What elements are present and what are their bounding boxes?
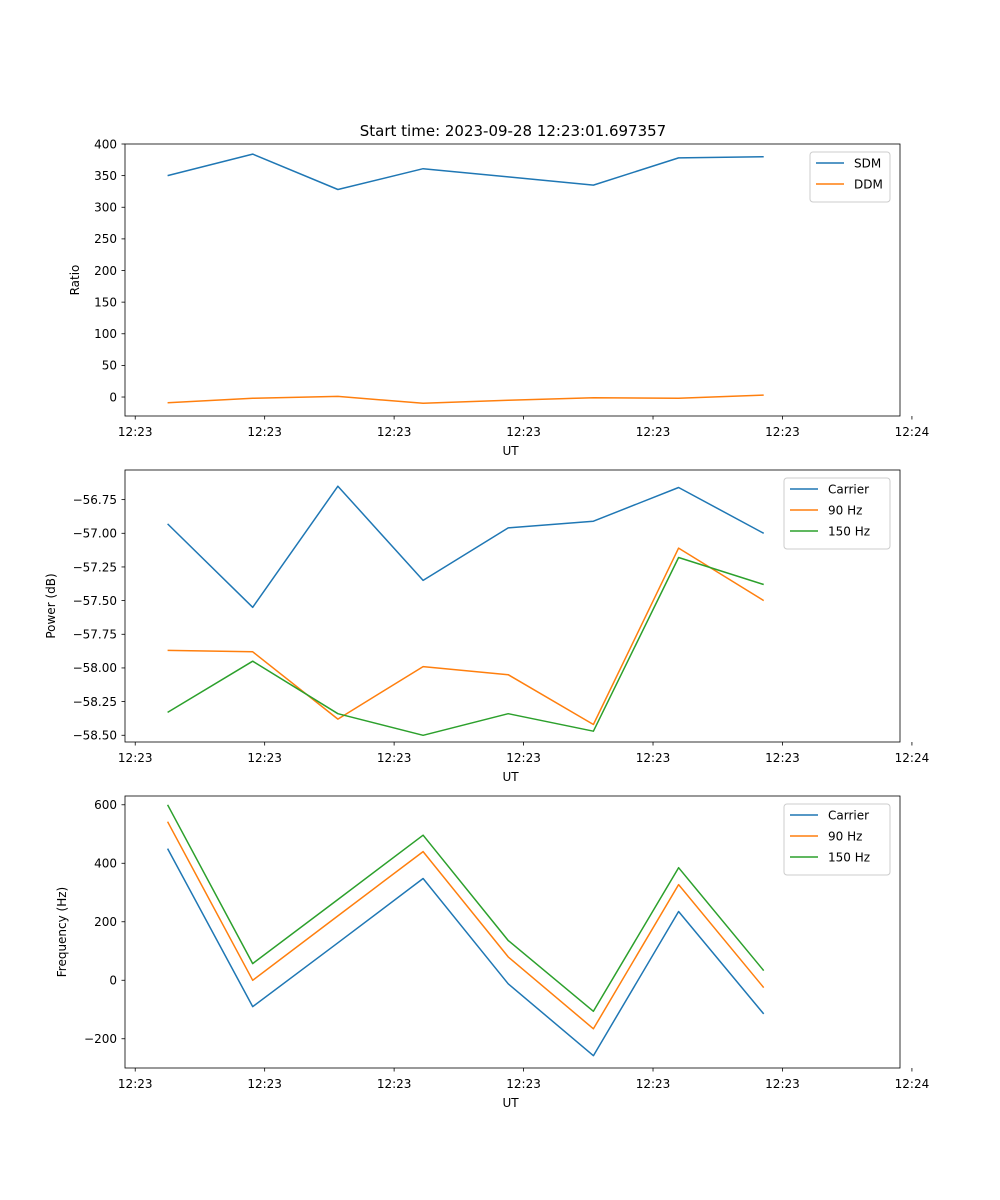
ratio-x-tick-label: 12:23 — [247, 425, 282, 439]
ratio-series-ddm-line — [167, 394, 764, 405]
ratio-y-tick-label: 0 — [109, 390, 117, 404]
frequency-series-90-hz-line — [166, 821, 765, 1030]
power-series-carrier-line — [167, 485, 765, 609]
ratio-panel: 12:23 12:23 12:23 12:23 12:23 12:23 12:24 UT 0 50… — [68, 137, 929, 458]
power-y-tick-label: −57.50 — [73, 594, 117, 608]
power-y-axis-label: Power (dB) — [44, 573, 58, 638]
power-legend-carrier-label: Carrier — [828, 483, 869, 497]
ratio-x-tick-label: 12:23 — [636, 425, 671, 439]
power-y-tick-label: −58.25 — [73, 695, 117, 709]
frequency-series-150-hz-line — [166, 804, 765, 1013]
ratio-y-tick-label: 250 — [94, 232, 117, 246]
power-series-150-hz-line — [167, 556, 764, 737]
frequency-y-tick-label: −200 — [84, 1032, 117, 1046]
ratio-x-tick-label: 12:23 — [377, 425, 412, 439]
power-x-tick-label: 12:23 — [636, 751, 671, 765]
power-x-tick-label: 12:23 — [765, 751, 800, 765]
frequency-legend-90-hz-label: 90 Hz — [828, 830, 862, 844]
ratio-legend-sdm-label: SDM — [854, 157, 881, 171]
frequency-x-tick-label: 12:23 — [118, 1077, 153, 1091]
ratio-y-axis-label: Ratio — [68, 265, 82, 296]
power-y-tick-label: −58.00 — [73, 661, 117, 675]
ratio-x-tick-label: 12:23 — [765, 425, 800, 439]
frequency-series-carrier-line — [166, 848, 765, 1057]
ratio-y-tick-label: 300 — [94, 201, 117, 215]
frequency-x-tick-label: 12:23 — [765, 1077, 800, 1091]
frequency-legend-carrier-label: Carrier — [828, 809, 869, 823]
frequency-panel: 12:23 12:23 12:23 12:23 12:23 12:23 12:24 UT −20… — [55, 795, 930, 1110]
ratio-x-tick-label: 12:23 — [118, 425, 153, 439]
power-legend-150-hz-label: 150 Hz — [828, 525, 870, 539]
frequency-axes-frame — [124, 795, 901, 1069]
power-y-tick-label: −56.75 — [73, 493, 117, 507]
frequency-legend-150-hz-label: 150 Hz — [828, 851, 870, 865]
frequency-y-tick-label: 600 — [94, 798, 117, 812]
power-x-tick-label: 12:23 — [377, 751, 412, 765]
ratio-x-tick-label: 12:23 — [506, 425, 541, 439]
ratio-axes-frame — [124, 143, 901, 417]
power-y-tick-label: −57.75 — [73, 628, 117, 642]
power-axes-frame — [124, 469, 901, 743]
ratio-series-sdm-line — [167, 153, 764, 191]
ratio-y-tick-label: 100 — [94, 327, 117, 341]
ratio-x-axis-label: UT — [502, 444, 519, 458]
ratio-y-tick-label: 400 — [94, 137, 117, 151]
power-series-90-hz-line — [167, 547, 765, 726]
power-y-tick-label: −57.00 — [73, 527, 117, 541]
ratio-legend-ddm-label: DDM — [854, 178, 883, 192]
frequency-y-axis-label: Frequency (Hz) — [55, 887, 69, 978]
ratio-x-tick-label: 12:24 — [895, 425, 930, 439]
ratio-y-tick-label: 350 — [94, 169, 117, 183]
frequency-y-tick-label: 0 — [109, 974, 117, 988]
power-legend-90-hz-label: 90 Hz — [828, 504, 862, 518]
ratio-y-tick-label: 150 — [94, 295, 117, 309]
power-panel: 12:23 12:23 12:23 12:23 12:23 12:23 12:24 UT −58… — [44, 469, 930, 784]
ratio-y-tick-label: 50 — [102, 359, 117, 373]
ratio-legend-box — [809, 151, 891, 203]
power-x-tick-label: 12:23 — [506, 751, 541, 765]
power-x-tick-label: 12:24 — [895, 751, 930, 765]
frequency-x-tick-label: 12:24 — [895, 1077, 930, 1091]
power-y-tick-label: −57.25 — [73, 560, 117, 574]
frequency-y-tick-label: 200 — [94, 915, 117, 929]
power-y-tick-label: −58.50 — [73, 729, 117, 743]
frequency-x-tick-label: 12:23 — [636, 1077, 671, 1091]
frequency-x-tick-label: 12:23 — [506, 1077, 541, 1091]
frequency-y-tick-label: 400 — [94, 857, 117, 871]
power-x-tick-label: 12:23 — [247, 751, 282, 765]
power-x-axis-label: UT — [502, 770, 519, 784]
frequency-x-tick-label: 12:23 — [377, 1077, 412, 1091]
power-x-tick-label: 12:23 — [118, 751, 153, 765]
frequency-x-axis-label: UT — [502, 1096, 519, 1110]
frequency-x-tick-label: 12:23 — [247, 1077, 282, 1091]
ratio-y-tick-label: 200 — [94, 264, 117, 278]
figure-title: Start time: 2023-09-28 12:23:01.697357 — [360, 122, 666, 140]
